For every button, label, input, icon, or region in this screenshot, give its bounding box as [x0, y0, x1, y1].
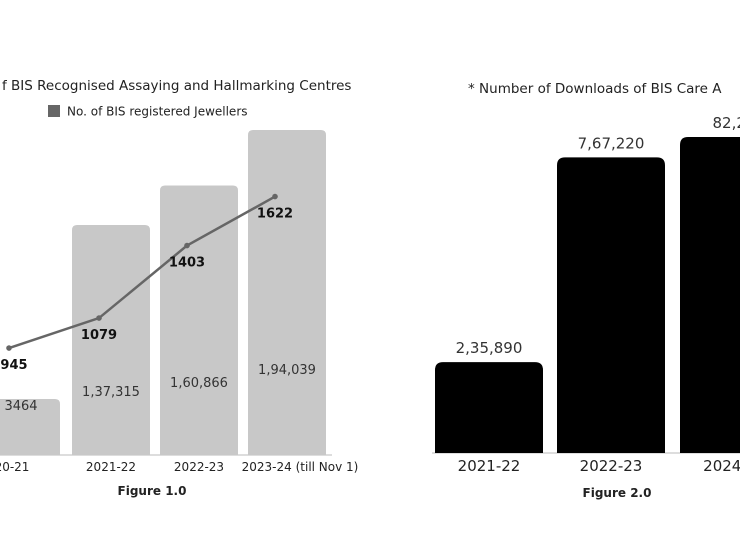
chart1-bar — [160, 185, 238, 456]
chart1-bar — [72, 224, 150, 455]
chart1-line-label: 1079 — [81, 328, 117, 343]
chart2-tick-label: 2024 (Ti — [703, 457, 740, 475]
chart2-bar-label: 2,35,890 — [456, 339, 523, 357]
chart1-line-path — [8, 195, 276, 350]
chart1-bar-label: 1,60,866 — [170, 376, 228, 391]
chart1-bars: 3464 1,37,315 1,60,866 1,94,039 — [0, 129, 326, 456]
chart1-legend-label: No. of BIS registered Jewellers — [67, 105, 248, 119]
chart1-bar — [248, 129, 326, 455]
chart1-line-label: 1622 — [257, 207, 293, 222]
chart1-legend-swatch — [48, 105, 60, 117]
chart1-line: 945 1079 1403 1622 — [0, 193, 293, 373]
chart2-tick-labels: 2021-22 2022-23 2024 (Ti — [458, 457, 740, 475]
chart1-tick-label: 2023-24 (till Nov 1) — [242, 460, 359, 474]
chart1-title: f BIS Recognised Assaying and Hallmarkin… — [2, 78, 351, 94]
chart1-line-label: 1403 — [169, 256, 205, 271]
chart1-line-point — [272, 193, 278, 200]
chart1-line-point — [6, 345, 12, 351]
chart1-tick-label: 2021-22 — [86, 460, 136, 474]
chart2-bar — [435, 362, 543, 453]
chart1-bar-label: 1,94,039 — [258, 363, 316, 378]
chart2-tick-label: 2022-23 — [580, 457, 643, 475]
chart1-line-point — [96, 315, 102, 321]
chart2-caption: Figure 2.0 — [583, 486, 652, 500]
chart2-bar — [680, 137, 740, 453]
chart2-bars: 2,35,890 7,67,220 82,20 — [435, 114, 740, 454]
chart1-caption: Figure 1.0 — [118, 484, 187, 498]
chart1-bar-label: 3464 — [4, 399, 37, 414]
chart2-bar-label: 82,20 — [713, 114, 740, 132]
chart1-tick-label: 20-21 — [0, 460, 29, 474]
chart2-title: * Number of Downloads of BIS Care A — [468, 81, 722, 97]
chart1-line-point — [184, 242, 190, 249]
chart2-bar-label: 7,67,220 — [578, 134, 645, 152]
chart1-bar — [0, 399, 60, 455]
chart1-bar-label: 1,37,315 — [82, 385, 140, 400]
chart2-bar — [557, 157, 665, 454]
chart1-tick-labels: 20-21 2021-22 2022-23 2023-24 (till Nov 1) — [0, 460, 358, 474]
chart2-tick-label: 2021-22 — [458, 457, 521, 475]
chart1-tick-label: 2022-23 — [174, 460, 224, 474]
chart1-line-label: 945 — [0, 358, 27, 373]
